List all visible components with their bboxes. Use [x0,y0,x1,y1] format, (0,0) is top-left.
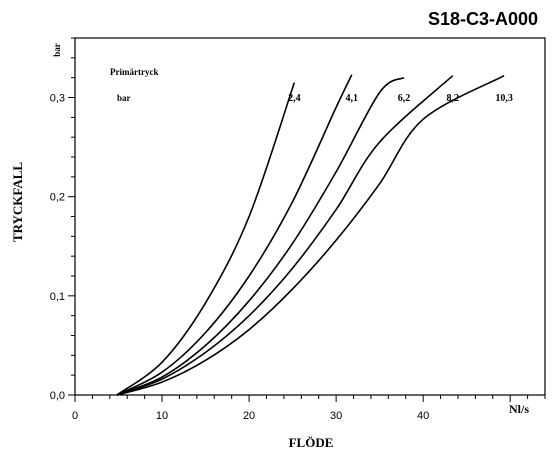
y-tick-label: 0,1 [50,291,65,303]
x-tick-label: 20 [243,410,255,422]
x-tick-label: 10 [156,410,168,422]
y-tick-label: 0,3 [50,93,65,105]
series-label: 8,2 [446,93,459,104]
y-tick-label: 0,0 [50,390,65,402]
series-line [116,82,296,396]
y-tick-label: 0,2 [50,192,65,204]
series-label: 10,3 [495,93,513,104]
y-axis-label: TRYCKFALL [10,162,25,243]
x-tick-label: 40 [417,410,429,422]
series-label: 4,1 [346,93,359,104]
series-labels: 2,4 4,1 6,2 8,2 10,3 [288,93,513,104]
series-line [116,76,405,396]
series-lines [116,74,505,396]
series-line [116,74,505,396]
x-tick-label: 30 [330,410,342,422]
axis-tick-labels: 0 10 20 30 40 0,0 0,1 0,2 0,3 [50,93,430,423]
series-line [116,75,454,396]
x-tick-label: 0 [72,410,78,422]
series-label: 2,4 [288,93,301,104]
axis-ticks [68,37,546,402]
series-label: 6,2 [398,93,411,104]
legend-unit: bar [117,93,131,103]
x-unit-label: Nl/s [509,402,529,416]
y-unit-label: bar [52,43,62,57]
x-axis-label: FLÖDE [289,435,334,450]
chart-title: S18-C3-A000 [428,9,538,29]
series-line [116,74,353,396]
legend-title: Primärtryck [110,67,158,77]
